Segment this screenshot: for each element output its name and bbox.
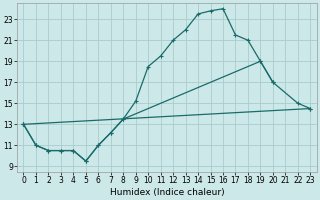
X-axis label: Humidex (Indice chaleur): Humidex (Indice chaleur) — [109, 188, 224, 197]
